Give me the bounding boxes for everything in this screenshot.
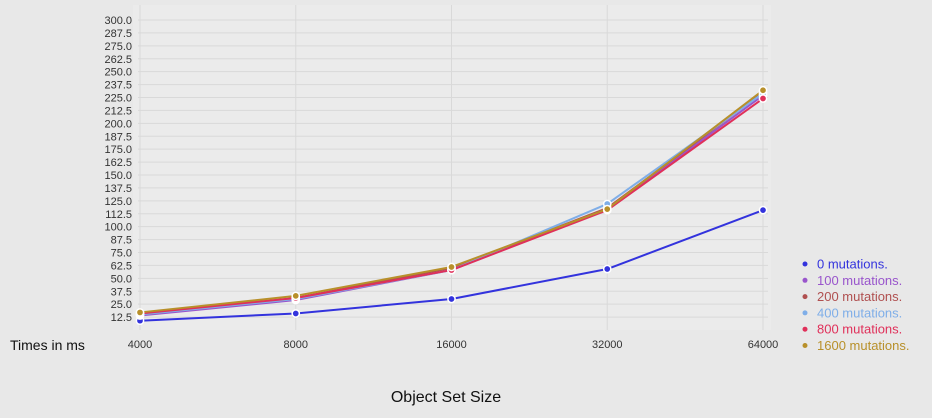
data-point-0-2 — [447, 294, 456, 304]
y-tick-label: 187.5 — [104, 131, 132, 143]
legend: 0 mutations.100 mutations.200 mutations.… — [802, 257, 910, 353]
y-axis-title: Times in ms — [10, 337, 85, 353]
y-tick-label: 225.0 — [104, 93, 132, 105]
y-tick-label: 150.0 — [104, 170, 132, 182]
y-tick-label: 162.5 — [104, 157, 132, 169]
data-point-0-3 — [602, 264, 612, 274]
y-tick-label: 62.5 — [111, 260, 132, 272]
x-tick-label: 8000 — [284, 339, 308, 351]
legend-label-4: 800 mutations. — [817, 322, 902, 337]
legend-marker-2 — [802, 294, 808, 300]
y-tick-label: 200.0 — [104, 118, 132, 130]
y-tick-label: 125.0 — [104, 196, 132, 208]
data-point-5-2 — [447, 262, 456, 272]
y-tick-label: 12.5 — [111, 312, 132, 324]
y-tick-label: 175.0 — [104, 144, 132, 156]
legend-marker-1 — [802, 277, 808, 283]
legend-label-5: 1600 mutations. — [817, 338, 910, 353]
x-axis: 4000 8000 16000 32000 64000 — [128, 339, 779, 351]
y-tick-label: 287.5 — [104, 28, 132, 40]
y-tick-label: 250.0 — [104, 67, 132, 79]
data-point-0-4 — [758, 205, 768, 215]
y-tick-label: 37.5 — [111, 286, 132, 298]
y-tick-label: 112.5 — [105, 209, 132, 221]
data-point-5-4 — [758, 85, 768, 95]
y-tick-label: 275.0 — [104, 41, 132, 53]
x-tick-label: 4000 — [128, 339, 152, 351]
y-tick-label: 262.5 — [104, 54, 132, 66]
y-tick-label: 25.0 — [111, 299, 132, 311]
y-tick-label: 212.5 — [104, 105, 132, 117]
x-tick-label: 32000 — [592, 339, 623, 351]
y-tick-label: 237.5 — [104, 80, 132, 92]
legend-label-0: 0 mutations. — [817, 257, 888, 272]
grid — [138, 5, 768, 330]
legend-marker-4 — [802, 326, 808, 332]
legend-marker-0 — [802, 261, 808, 267]
y-tick-label: 300.0 — [104, 15, 132, 27]
data-point-5-1 — [291, 291, 301, 301]
legend-label-1: 100 mutations. — [817, 273, 902, 288]
data-point-0-1 — [291, 309, 301, 318]
data-point-5-3 — [602, 204, 612, 214]
legend-label-3: 400 mutations. — [817, 305, 902, 320]
y-tick-label: 87.5 — [111, 235, 132, 247]
x-axis-title: Object Set Size — [391, 389, 501, 406]
data-point-5-0 — [135, 308, 145, 317]
y-tick-label: 50.0 — [111, 273, 132, 285]
legend-marker-5 — [802, 343, 808, 348]
legend-marker-3 — [802, 310, 808, 316]
data-point-4-4 — [758, 94, 768, 103]
x-tick-label: 64000 — [748, 339, 779, 351]
y-axis: 12.525.037.550.062.575.087.5100.0112.512… — [104, 15, 132, 324]
legend-label-2: 200 mutations. — [817, 289, 902, 304]
series-points — [135, 85, 768, 326]
y-tick-label: 75.0 — [111, 248, 132, 260]
y-tick-label: 137.5 — [104, 183, 132, 195]
x-tick-label: 16000 — [436, 339, 467, 351]
y-tick-label: 100.0 — [104, 222, 132, 234]
